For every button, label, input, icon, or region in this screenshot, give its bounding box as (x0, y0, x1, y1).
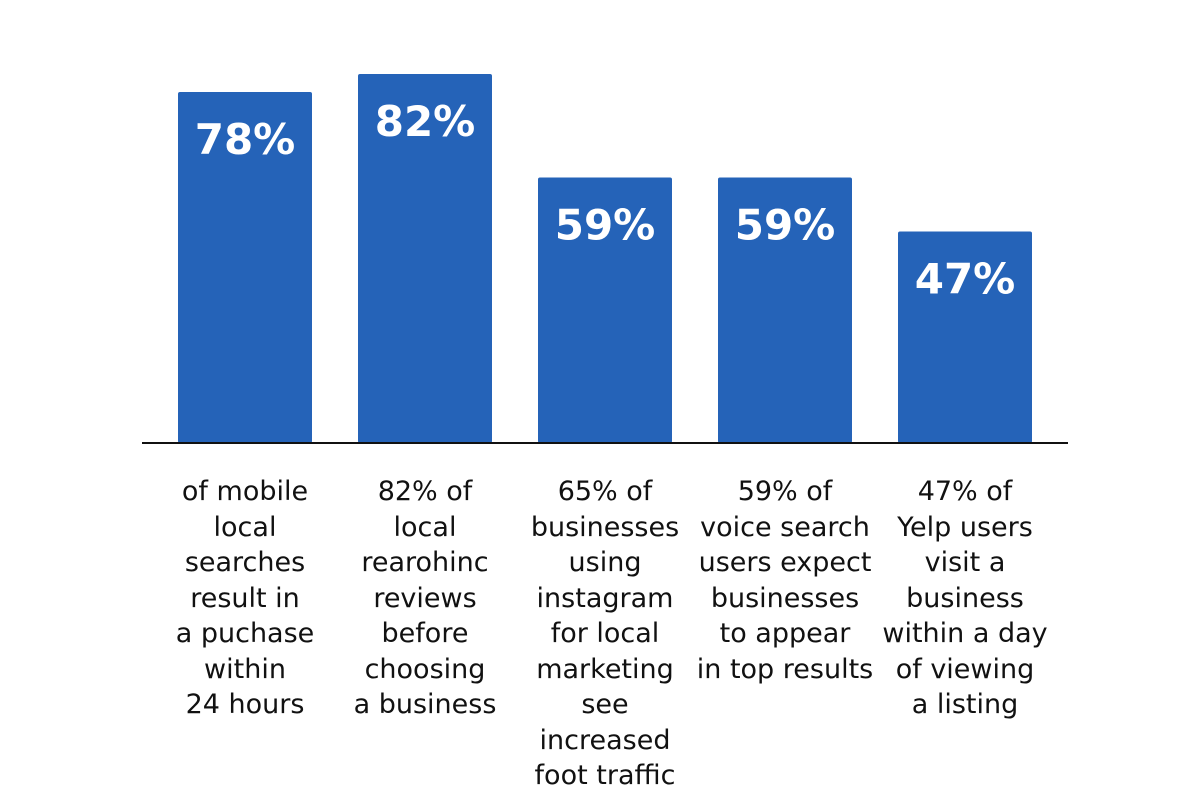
category-caption-3: 65% of businesses using instagram for lo… (530, 476, 680, 791)
bar-5 (898, 231, 1032, 443)
bar-value-label-5: 47% (915, 255, 1016, 304)
category-caption-2: 82% of local rearohinc reviews before ch… (353, 476, 497, 720)
bar-4 (718, 177, 852, 443)
category-caption-1: of mobile local searches result in a puc… (175, 476, 315, 720)
category-caption-4: 59% of voice search users expect busines… (696, 476, 874, 685)
bars-layer: 78% 82% 59% 59% 47% (178, 74, 1032, 443)
bar-1 (178, 92, 312, 443)
bar-value-label-1: 78% (195, 115, 296, 164)
category-caption-5: 47% of Yelp users visit a business withi… (882, 476, 1048, 720)
bar-2 (358, 74, 492, 443)
bar-value-label-4: 59% (735, 201, 836, 250)
bar-value-label-2: 82% (375, 97, 476, 146)
bar-3 (538, 177, 672, 443)
bar-value-label-3: 59% (555, 201, 656, 250)
